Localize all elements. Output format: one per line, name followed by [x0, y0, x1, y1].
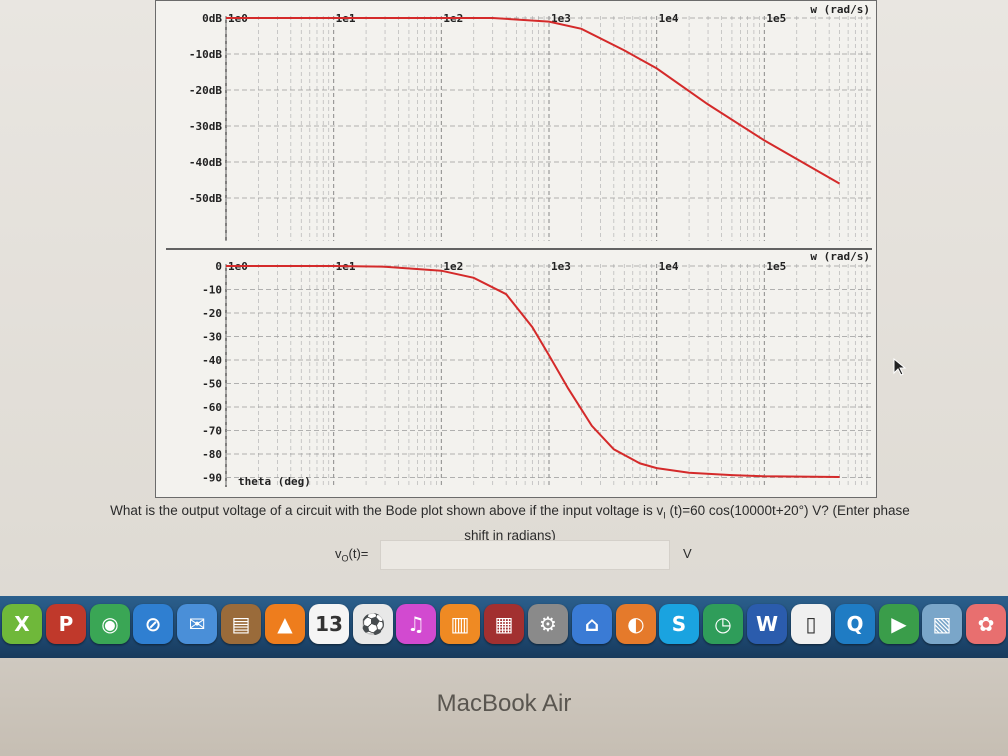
y-tick-label: -50dB: [189, 192, 222, 205]
laptop-bezel: [0, 658, 1008, 756]
y-tick-label: -50: [202, 378, 222, 391]
y-tick-label: -70: [202, 425, 222, 438]
p-app-icon[interactable]: P: [46, 604, 86, 644]
x-tick-label: 1e3: [551, 260, 571, 273]
y-tick-label: -20dB: [189, 84, 222, 97]
bode-plot-frame: 0dB -10dB -20dB -30dB -40dB -50dB 1e0 1e1 1e2 1e3…: [155, 0, 877, 498]
skype-icon[interactable]: S: [659, 604, 699, 644]
photo-booth-icon[interactable]: ▦: [484, 604, 524, 644]
quicktime-icon[interactable]: Q: [835, 604, 875, 644]
photos-icon[interactable]: ✿: [966, 604, 1006, 644]
soccer-icon[interactable]: ⚽: [353, 604, 393, 644]
vlc-icon[interactable]: ▲: [265, 604, 305, 644]
question-line2: shift in radians): [464, 527, 556, 543]
x-tick-label: 1e5: [766, 12, 786, 25]
brand-label: MacBook Air: [436, 690, 572, 717]
settings-icon[interactable]: ⚙: [528, 604, 568, 644]
x-tick-label: 1e4: [659, 12, 679, 25]
answer-unit: V: [683, 546, 692, 561]
safari-icon[interactable]: ⊘: [133, 604, 173, 644]
y-tick-label: -30dB: [189, 120, 222, 133]
x-axis-unit-label: w (rad/s): [810, 3, 870, 16]
x-tick-label: 1e4: [659, 260, 679, 273]
y-tick-label: 0dB: [202, 12, 222, 25]
firefox-icon[interactable]: ◐: [616, 604, 656, 644]
clock-icon[interactable]: ◷: [703, 604, 743, 644]
textedit-icon[interactable]: ▯: [791, 604, 831, 644]
question-line1b: (t)=60 cos(10000t+20°) V? (Enter phase: [665, 503, 910, 518]
chrome-icon[interactable]: ◉: [90, 604, 130, 644]
x-tick-label: 1e5: [766, 260, 786, 273]
notes-icon[interactable]: ▤: [221, 604, 261, 644]
answer-label-subscript: O: [341, 553, 349, 564]
question-line1: What is the output voltage of a circuit …: [110, 503, 664, 518]
calendar-icon[interactable]: 13: [309, 604, 349, 644]
x-app-icon[interactable]: X: [2, 604, 42, 644]
facetime-icon[interactable]: ▶: [879, 604, 919, 644]
mail-icon[interactable]: ✉: [177, 604, 217, 644]
word-icon[interactable]: W: [747, 604, 787, 644]
app-store-icon[interactable]: ⌂: [572, 604, 612, 644]
bode-curve: [226, 265, 840, 478]
y-axis-label: theta (deg): [238, 475, 311, 488]
y-tick-label: -40dB: [189, 156, 222, 169]
y-tick-label: -10dB: [189, 48, 222, 61]
y-tick-label: -20: [202, 307, 222, 320]
answer-label-v: v: [335, 546, 342, 561]
y-tick-label: -30: [202, 331, 222, 344]
y-tick-label: -60: [202, 401, 222, 414]
preview-icon[interactable]: ▧: [922, 604, 962, 644]
question-text: What is the output voltage of a circuit …: [20, 501, 1000, 545]
x-tick-label: 1e2: [443, 260, 463, 273]
x-axis-unit-label: w (rad/s): [810, 250, 870, 263]
y-tick-label: -80: [202, 448, 222, 461]
y-tick-label: -10: [202, 284, 222, 297]
answer-label: vO(t)=: [335, 546, 368, 564]
y-tick-label: 0: [215, 260, 222, 273]
x-tick-label: 1e3: [551, 12, 571, 25]
question-input-subscript: I: [663, 510, 666, 521]
answer-label-rest: (t)=: [348, 546, 369, 561]
bode-curve: [226, 17, 841, 185]
music-icon[interactable]: ♫: [396, 604, 436, 644]
answer-input[interactable]: [380, 540, 670, 570]
y-tick-label: -40: [202, 354, 222, 367]
screen: 0dB -10dB -20dB -30dB -40dB -50dB 1e0 1e1 1e2 1e3…: [0, 0, 1008, 600]
ibooks-icon[interactable]: ▥: [440, 604, 480, 644]
y-tick-label: -90: [202, 472, 222, 485]
dock: X P ◉ ⊘ ✉ ▤ ▲ 13 ⚽ ♫ ▥ ▦ ⚙ ⌂ ◐ S ◷ W ▯ Q ▶ ▧ ✿: [0, 596, 1008, 658]
mouse-pointer-icon: [893, 358, 907, 376]
